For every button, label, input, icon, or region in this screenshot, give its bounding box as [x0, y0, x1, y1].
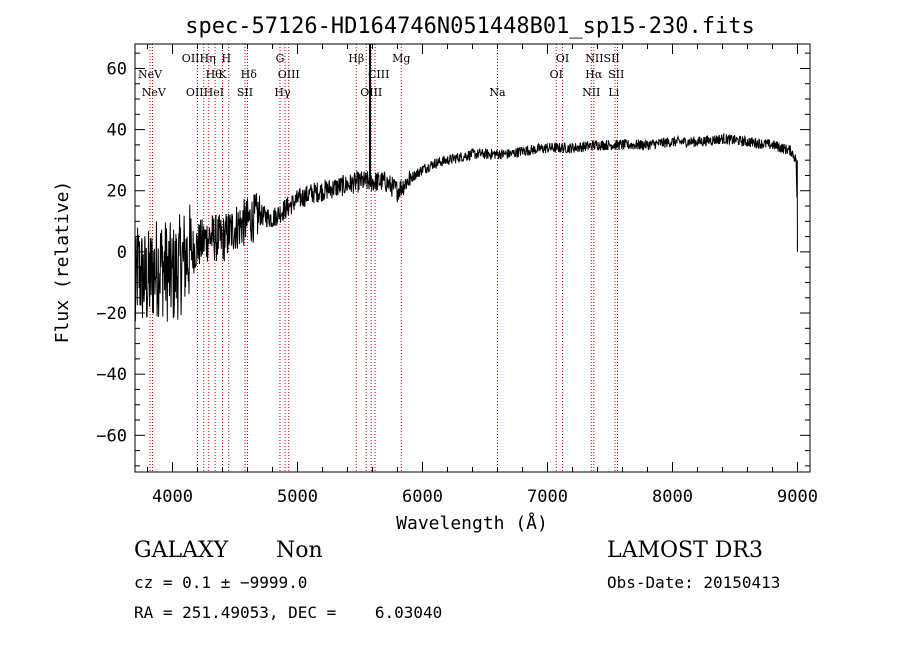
plot-frame: [134, 43, 811, 473]
line-label: Hδ: [241, 68, 258, 81]
y-axis-label: Flux (relative): [52, 181, 73, 344]
line-label: SII: [237, 86, 253, 99]
line-label: Hα: [585, 68, 603, 81]
y-tick-label: −20: [96, 304, 127, 324]
line-label: OI: [550, 68, 563, 81]
chart-title: spec-57126-HD164746N051448B01_sp15-230.f…: [185, 14, 755, 39]
line-label: G: [276, 52, 285, 65]
line-label: Hγ: [274, 86, 291, 99]
line-label: Hθ: [206, 68, 223, 81]
line-label: Mg: [392, 52, 410, 65]
line-label: K: [218, 68, 227, 81]
x-axis-label: Wavelength (Å): [396, 512, 548, 534]
x-axis: 4000 5000 6000 7000 8000 9000: [147, 44, 818, 507]
line-label: OIII: [360, 86, 382, 99]
x-tick-label: 9000: [777, 487, 818, 507]
observation-date: Obs-Date: 20150413: [607, 573, 781, 592]
line-label: Hβ: [348, 52, 364, 65]
line-label: OI: [556, 52, 569, 65]
x-tick-label: 4000: [152, 487, 193, 507]
line-label: NIISII: [585, 52, 620, 65]
survey-name: LAMOST DR3: [607, 538, 763, 563]
x-tick-label: 5000: [277, 487, 318, 507]
emission-line-markers: [149, 44, 618, 472]
class-type: GALAXY: [134, 538, 229, 563]
emission-line-labels: NeV NeV OIIHη Hθ OIIHeI HK Hδ SII G OIII Hγ Hβ MgCII…: [138, 52, 624, 99]
y-tick-label: −60: [96, 426, 127, 446]
line-label: OIII: [278, 68, 300, 81]
line-label: H: [221, 52, 231, 65]
line-label: Na: [489, 86, 506, 99]
line-label: NII: [582, 86, 600, 99]
y-tick-label: 60: [107, 59, 127, 79]
x-tick-label: 6000: [402, 487, 443, 507]
subclass: Non: [276, 538, 323, 563]
y-axis: −60 −40 −20 0 20 40 60: [96, 52, 810, 467]
y-tick-label: 20: [107, 182, 127, 202]
redshift-cz: cz = 0.1 ± −9999.0: [134, 573, 308, 592]
y-tick-label: 40: [107, 121, 127, 141]
x-tick-label: 8000: [652, 487, 693, 507]
x-tick-label: 7000: [527, 487, 568, 507]
line-label: NeV: [138, 68, 163, 81]
y-tick-label: −40: [96, 365, 127, 385]
line-label: SII: [608, 68, 624, 81]
line-label: NeV: [142, 86, 167, 99]
ra-dec: RA = 251.49053, DEC = 6.03040: [134, 603, 443, 622]
y-tick-label: 0: [117, 243, 127, 263]
line-label: CIII: [368, 68, 389, 81]
line-label: Li: [608, 86, 619, 99]
line-label: OIIHeI: [186, 86, 224, 99]
line-label: OIIHη: [182, 52, 216, 65]
spectrum-line: [134, 132, 798, 322]
